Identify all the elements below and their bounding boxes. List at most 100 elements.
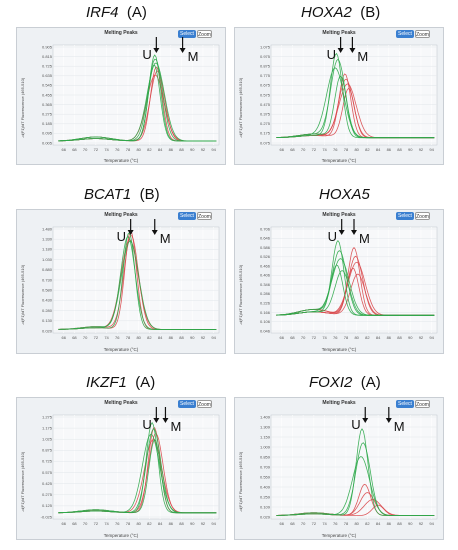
melting-curve <box>276 75 435 139</box>
arrow-head <box>362 418 369 423</box>
y-tick-label: 0.466 <box>260 263 271 268</box>
gene-name: FOXI2 <box>309 374 353 391</box>
melting-curve <box>58 439 217 514</box>
zoom-button[interactable]: Zoom <box>415 400 430 408</box>
zoom-button[interactable]: Zoom <box>197 212 212 220</box>
y-tick-label: 0.646 <box>260 236 271 241</box>
group-label: (B) <box>139 186 160 203</box>
melting-peaks-panel-ikzf1: Melting Peaks Select Zoom -d(F1)/dT Fluo… <box>16 397 226 540</box>
y-tick-label: 0.475 <box>260 102 271 107</box>
zoom-button[interactable]: Zoom <box>197 400 212 408</box>
select-button[interactable]: Select <box>396 30 414 38</box>
melting-peaks-panel-hoxa2: Melting Peaks Select Zoom -d(F1)/dT Fluo… <box>234 27 444 165</box>
y-tick-label: 0.125 <box>42 503 53 508</box>
y-tick-label: 0.880 <box>42 267 53 272</box>
x-tick-label: 94 <box>211 147 216 152</box>
x-tick-label: 84 <box>158 521 163 526</box>
x-tick-label: 66 <box>279 521 284 526</box>
x-tick-label: 74 <box>104 147 109 152</box>
x-tick-label: 86 <box>387 335 392 340</box>
y-tick-label: 1.009 <box>260 444 271 449</box>
x-tick-label: 68 <box>72 147 77 152</box>
select-button[interactable]: Select <box>396 400 414 408</box>
x-tick-label: 92 <box>201 521 206 526</box>
x-tick-label: 92 <box>201 335 206 340</box>
methylated-label: M <box>394 419 405 434</box>
y-tick-label: 0.730 <box>42 277 53 282</box>
select-button[interactable]: Select <box>396 212 414 220</box>
panel-title: Melting Peaks <box>104 400 138 406</box>
y-tick-label: 0.815 <box>42 54 53 59</box>
x-tick-label: 76 <box>333 521 338 526</box>
x-tick-label: 86 <box>169 335 174 340</box>
zoom-button[interactable]: Zoom <box>415 30 430 38</box>
x-tick-label: 90 <box>408 147 413 152</box>
arrow-head <box>151 230 158 235</box>
select-button[interactable]: Select <box>178 212 196 220</box>
x-tick-label: 88 <box>397 521 402 526</box>
y-tick-label: 0.109 <box>260 504 271 509</box>
gene-name: BCAT1 <box>84 186 132 203</box>
y-tick-label: 0.365 <box>42 102 53 107</box>
panel-title: Melting Peaks <box>322 400 356 406</box>
y-tick-label: 0.275 <box>42 112 53 117</box>
unmethylated-label: U <box>327 47 336 62</box>
x-axis-label: Temperature (°C) <box>321 533 357 538</box>
group-label: (A) <box>126 4 147 21</box>
panel-title: Melting Peaks <box>104 30 138 36</box>
y-axis-label: -d(F1)/dT Fluorescence (465-510) <box>238 451 243 512</box>
arrow-head <box>385 418 392 423</box>
x-tick-label: 86 <box>387 521 392 526</box>
x-tick-label: 88 <box>397 335 402 340</box>
group-label: (A) <box>360 374 381 391</box>
x-tick-label: 70 <box>83 521 88 526</box>
y-tick-label: 0.580 <box>42 288 53 293</box>
plot-area <box>52 414 220 520</box>
x-tick-label: 82 <box>147 521 152 526</box>
x-tick-label: 66 <box>61 147 66 152</box>
gene-name: HOXA2 <box>301 4 352 21</box>
unmethylated-label: U <box>142 417 151 432</box>
y-tick-label: 0.020 <box>42 328 53 333</box>
y-tick-label: 0.675 <box>260 83 271 88</box>
x-axis-label: Temperature (°C) <box>321 347 357 352</box>
melting-curve <box>276 456 435 516</box>
y-tick-label: 1.275 <box>42 414 53 419</box>
y-tick-label: 0.905 <box>42 44 53 49</box>
melting-curve-plot: 66 68 70 72 74 76 78 80 82 84 86 88 90 92 94 0.706 0.646… <box>260 219 438 340</box>
y-tick-label: 0.526 <box>260 254 271 259</box>
select-button[interactable]: Select <box>178 30 196 38</box>
x-tick-label: 68 <box>290 147 295 152</box>
x-tick-label: 74 <box>104 335 109 340</box>
x-tick-label: 84 <box>158 147 163 152</box>
methylated-label: M <box>357 49 368 64</box>
melting-peaks-panel-hoxa5: Melting Peaks Select Zoom -d(F1)/dT Fluo… <box>234 209 444 354</box>
y-tick-label: 0.106 <box>260 319 271 324</box>
y-tick-label: 0.286 <box>260 291 271 296</box>
y-tick-label: 0.575 <box>42 470 53 475</box>
x-tick-label: 76 <box>115 335 120 340</box>
y-tick-label: 0.725 <box>42 459 53 464</box>
x-tick-label: 78 <box>344 147 349 152</box>
arrow-head <box>162 418 169 423</box>
arrow-head <box>153 418 160 423</box>
x-tick-label: 82 <box>365 521 370 526</box>
melting-curve-plot: 66 68 70 72 74 76 78 80 82 84 86 88 90 92 94 1.480 1.330… <box>42 219 220 340</box>
x-axis-label: Temperature (°C) <box>103 533 139 538</box>
y-axis-label: -d(F1)/dT Fluorescence (465-510) <box>20 451 25 512</box>
methylated-label: M <box>188 49 199 64</box>
x-tick-label: 66 <box>279 147 284 152</box>
y-tick-label: 0.346 <box>260 282 271 287</box>
x-tick-label: 68 <box>72 521 77 526</box>
y-tick-label: 0.275 <box>42 492 53 497</box>
y-tick-label: 0.635 <box>42 73 53 78</box>
melting-curve <box>276 270 435 316</box>
select-button[interactable]: Select <box>178 400 196 408</box>
zoom-button[interactable]: Zoom <box>197 30 212 38</box>
x-tick-label: 86 <box>169 147 174 152</box>
panel-title: Melting Peaks <box>322 30 356 36</box>
zoom-button[interactable]: Zoom <box>415 212 430 220</box>
y-tick-label: 0.430 <box>42 298 53 303</box>
panel-title: Melting Peaks <box>104 212 138 218</box>
y-axis-label: -d(F1)/dT Fluorescence (465-510) <box>238 77 243 138</box>
